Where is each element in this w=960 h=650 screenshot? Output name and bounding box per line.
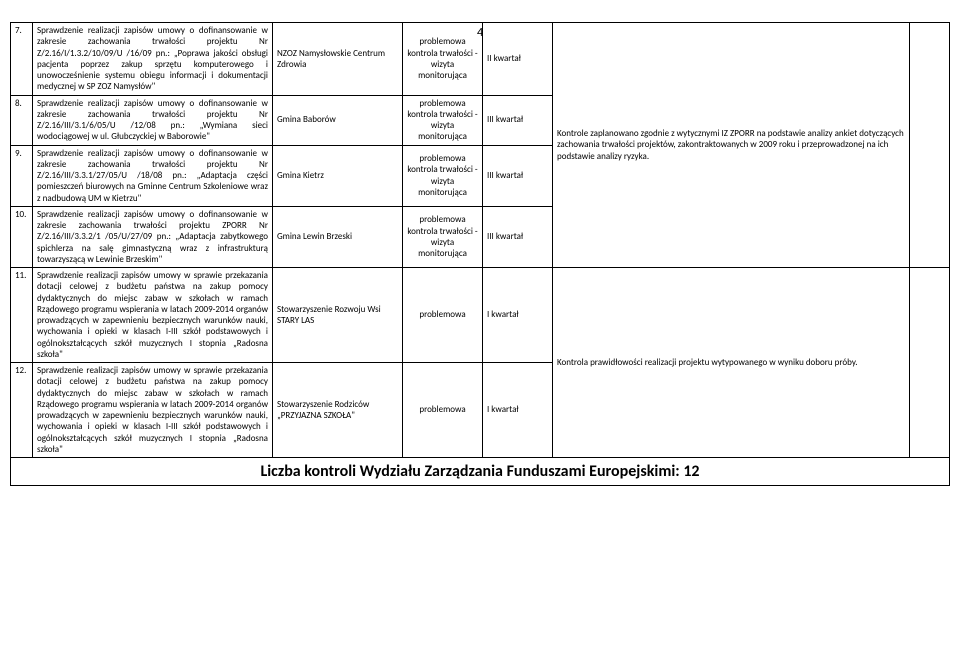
table-row: 11. Sprawdzenie realizacji zapisów umowy… <box>11 268 950 363</box>
cell-desc: Sprawdzenie realizacji zapisów umowy w s… <box>33 363 273 458</box>
page-number: 4 <box>477 26 483 40</box>
cell-entity: NZOZ Namysłowskie Centrum Zdrowia <box>273 23 403 96</box>
footer-summary: Liczba kontroli Wydziału Zarządzania Fun… <box>10 458 950 486</box>
cell-type: problemowa <box>403 268 483 363</box>
cell-num: 9. <box>11 145 33 206</box>
cell-notes-bottom: Kontrola prawidłowości realizacji projek… <box>553 268 910 458</box>
cell-entity: Gmina Kietrz <box>273 145 403 206</box>
cell-desc: Sprawdzenie realizacji zapisów umowy w s… <box>33 268 273 363</box>
cell-desc: Sprawdzenie realizacji zapisów umowy o d… <box>33 23 273 96</box>
cell-notes-top: Kontrole zaplanowano zgodnie z wytycznym… <box>553 23 910 268</box>
cell-blank <box>910 23 950 268</box>
data-table: 7. Sprawdzenie realizacji zapisów umowy … <box>10 22 950 458</box>
cell-blank <box>910 268 950 458</box>
cell-type: problemowa kontrola trwałości - wizyta m… <box>403 145 483 206</box>
cell-quarter: II kwartał <box>483 23 553 96</box>
cell-quarter: I kwartał <box>483 268 553 363</box>
cell-num: 7. <box>11 23 33 96</box>
cell-quarter: III kwartał <box>483 145 553 206</box>
cell-quarter: III kwartał <box>483 206 553 267</box>
cell-desc: Sprawdzenie realizacji zapisów umowy o d… <box>33 206 273 267</box>
cell-type: problemowa <box>403 363 483 458</box>
cell-entity: Gmina Baborów <box>273 95 403 145</box>
cell-num: 11. <box>11 268 33 363</box>
cell-entity: Stowarzyszenie Rodziców „PRZYJAZNA SZKOŁ… <box>273 363 403 458</box>
cell-quarter: III kwartał <box>483 95 553 145</box>
cell-num: 8. <box>11 95 33 145</box>
cell-num: 12. <box>11 363 33 458</box>
cell-type: problemowa kontrola trwałości - wizyta m… <box>403 23 483 96</box>
cell-entity: Gmina Lewin Brzeski <box>273 206 403 267</box>
cell-num: 10. <box>11 206 33 267</box>
cell-desc: Sprawdzenie realizacji zapisów umowy o d… <box>33 95 273 145</box>
cell-entity: Stowarzyszenie Rozwoju Wsi STARY LAS <box>273 268 403 363</box>
cell-type: problemowa kontrola trwałości - wizyta m… <box>403 95 483 145</box>
cell-desc: Sprawdzenie realizacji zapisów umowy o d… <box>33 145 273 206</box>
cell-type: problemowa kontrola trwałości - wizyta m… <box>403 206 483 267</box>
cell-quarter: I kwartał <box>483 363 553 458</box>
